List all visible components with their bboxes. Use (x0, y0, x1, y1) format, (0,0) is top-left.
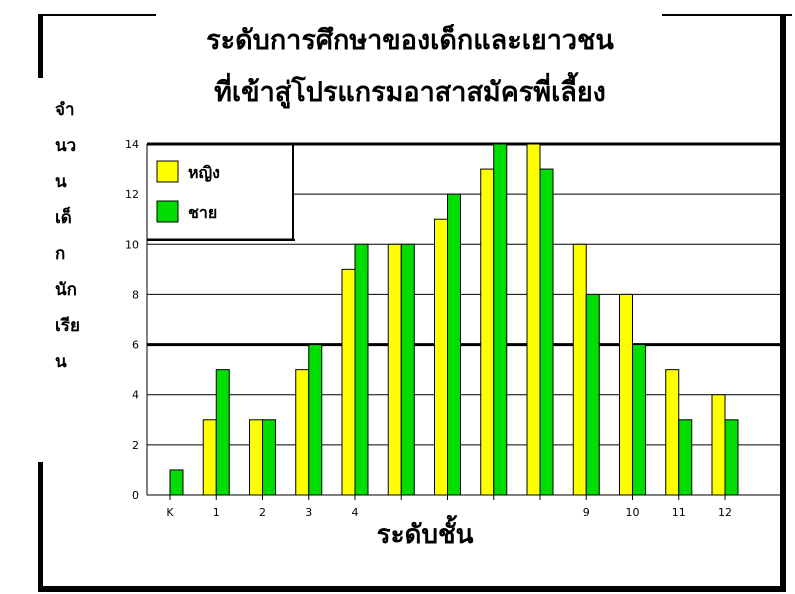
y-axis-label-line: น (55, 172, 67, 192)
x-tick-label: 4 (352, 506, 359, 519)
bar-male (493, 143, 508, 496)
x-tick-label: 3 (305, 506, 312, 519)
bar-male (447, 193, 461, 496)
x-tick-label: 10 (626, 506, 640, 519)
bar-female (665, 369, 680, 496)
frame-bottom (38, 586, 786, 592)
frame-top-right (662, 14, 792, 16)
legend-swatch (156, 200, 179, 223)
x-tick-label: 2 (259, 506, 266, 519)
bar-male (678, 419, 693, 496)
frame-right (780, 14, 786, 592)
y-axis-label-line: นัก (55, 280, 77, 300)
y-axis-label-line: เรีย (55, 316, 80, 336)
legend-box (146, 144, 294, 240)
bar-male (724, 419, 739, 496)
y-axis-label-line: จำ (55, 100, 75, 120)
y-axis-label-line: นว (55, 136, 77, 156)
bar-female (526, 143, 541, 496)
y-axis-label: จำ นว น เด็ ก นัก เรีย น (55, 92, 95, 380)
bar-female (434, 218, 448, 496)
bar-male (169, 469, 184, 496)
frame-top-left (38, 14, 156, 16)
bar-female (295, 369, 310, 496)
y-tick-label: 14 (125, 138, 139, 151)
bar-male (400, 243, 415, 496)
frame-left-lower (38, 462, 43, 592)
x-tick-label: 12 (718, 506, 732, 519)
y-axis-label-line: น (55, 352, 67, 372)
bar-male (262, 419, 276, 496)
x-tick-label: K (166, 506, 174, 519)
y-axis-label-line: เด็ (55, 208, 72, 228)
x-tick-label: 11 (672, 506, 686, 519)
chart-subtitle: ที่เข้าสู่โปรแกรมอาสาสมัครพี่เลี้ยง (214, 77, 606, 108)
bar-female (341, 268, 356, 496)
frame-left-upper (38, 14, 43, 78)
y-tick-label: 0 (132, 489, 139, 502)
bar-male (215, 369, 230, 496)
bar-male (585, 293, 600, 496)
chart-title: ระดับการศึกษาของเด็กและเยาวชน (206, 25, 614, 56)
x-tick-label: 9 (583, 506, 590, 519)
x-axis-label: ระดับชั้น (376, 520, 474, 550)
bar-female (572, 243, 587, 496)
bar-female (387, 243, 402, 496)
y-tick-label: 10 (125, 238, 139, 251)
y-axis-label-line: ก (55, 244, 66, 264)
y-tick-label: 12 (125, 188, 139, 201)
y-tick-label: 6 (132, 339, 139, 352)
bar-male (632, 344, 646, 496)
legend-label: หญิง (188, 163, 220, 183)
legend-label: ชาย (188, 203, 217, 222)
bar-female (202, 419, 217, 496)
bar-male (539, 168, 554, 496)
y-tick-label: 8 (132, 288, 139, 301)
bar-female (711, 394, 726, 496)
bar-female (249, 419, 263, 496)
bars-layer (169, 143, 739, 496)
legend-swatch (156, 160, 179, 183)
bar-female (619, 293, 633, 496)
bar-male (308, 344, 323, 496)
y-tick-label: 2 (132, 439, 139, 452)
bar-female (480, 168, 495, 496)
bar-male (354, 243, 369, 496)
y-tick-label: 4 (132, 389, 139, 402)
x-tick-label: 1 (213, 506, 220, 519)
